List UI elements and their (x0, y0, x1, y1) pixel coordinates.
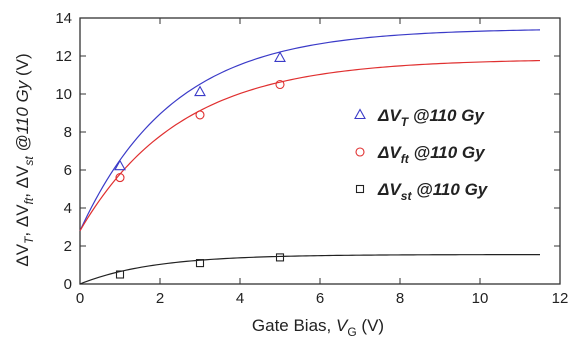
y-tick-label: 0 (64, 276, 72, 293)
data-point-square (275, 253, 285, 262)
y-tick-label: 6 (64, 162, 72, 179)
y-tick-label: 12 (55, 48, 72, 65)
y-tick-label: 8 (64, 124, 72, 141)
data-point-circle (195, 110, 205, 120)
data-point-square (195, 259, 205, 268)
axes-layer: 0 2 4 6 8 10 12 0 2 4 6 8 10 12 14 (55, 10, 568, 307)
x-tick-label: 10 (472, 290, 489, 307)
legend-marker-square (355, 184, 365, 194)
x-tick-label: 2 (156, 290, 164, 307)
data-point-triangle (114, 159, 126, 171)
x-tick-label: 4 (236, 290, 244, 307)
fit-curve-triangle (79, 29, 541, 232)
x-tick-label: 8 (396, 290, 404, 307)
y-tick-label: 4 (64, 200, 72, 217)
data-point-circle (115, 173, 125, 183)
legend-label: ΔVft @110 Gy (377, 143, 486, 166)
data-point-triangle (274, 51, 286, 62)
x-axis-title: Gate Bias, VG (V) (252, 316, 384, 339)
y-axis-title: ΔVT, ΔVft, ΔVst @110 Gy (V) (13, 53, 36, 266)
y-tick-label: 2 (64, 238, 72, 255)
x-tick-label: 6 (316, 290, 324, 307)
legend: ΔVT @110 Gy ΔVft @110 Gy ΔVst @110 Gy (354, 106, 489, 203)
legend-marker-circle (355, 147, 365, 157)
fit-curve-square (79, 254, 541, 285)
y-tick-label: 14 (55, 10, 72, 27)
y-tick-label: 10 (55, 86, 72, 103)
data-point-square (115, 270, 125, 279)
legend-label: ΔVst @110 Gy (377, 180, 489, 203)
x-tick-label: 0 (76, 290, 84, 307)
plot-frame (79, 17, 561, 285)
fit-curve-circle (79, 59, 541, 232)
data-point-triangle (194, 85, 206, 97)
data-point-circle (275, 79, 285, 90)
x-tick-label: 12 (552, 290, 569, 307)
legend-label: ΔVT @110 Gy (377, 106, 485, 129)
legend-marker-triangle (354, 108, 366, 120)
fit-curves-layer (79, 29, 541, 285)
markers-layer (114, 51, 286, 279)
